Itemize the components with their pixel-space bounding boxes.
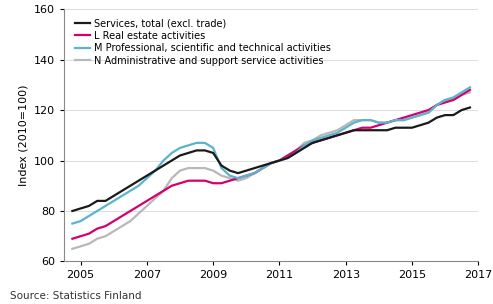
Y-axis label: Index (2010=100): Index (2010=100) <box>18 85 29 186</box>
Legend: Services, total (excl. trade), L Real estate activities, M Professional, scienti: Services, total (excl. trade), L Real es… <box>73 16 333 68</box>
Text: Source: Statistics Finland: Source: Statistics Finland <box>10 291 141 301</box>
